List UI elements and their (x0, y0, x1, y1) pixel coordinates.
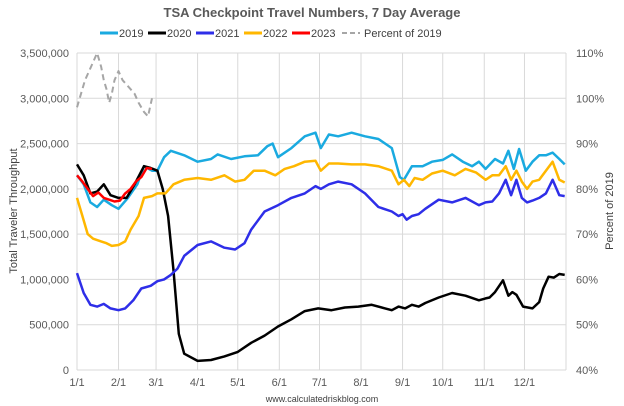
legend-label: 2020 (167, 28, 191, 40)
series-line-2023 (76, 166, 153, 203)
chart-title: TSA Checkpoint Travel Numbers, 7 Day Ave… (164, 5, 461, 20)
y2-tick-label: 110% (576, 48, 604, 60)
series-line-percent-of-2019 (76, 52, 153, 118)
x-tick-label: 6/1 (272, 377, 287, 389)
y-tick-label: 500,000 (29, 320, 69, 332)
x-tick-label: 4/1 (190, 377, 205, 389)
series-line-2021 (75, 178, 565, 312)
y-axis-left: 0 500,000 1,000,000 1,500,000 2,000,000 2,500… (20, 48, 69, 377)
y-axis-right: 40% 50% 60% 70% 80% 90% 100% 110% (576, 48, 604, 377)
legend: 2019 2020 2021 2022 2023 Percent of 2019 (100, 28, 442, 40)
series-line-2020 (75, 163, 565, 363)
y-tick-label: 2,500,000 (20, 139, 69, 151)
y-tick-label: 1,000,000 (20, 274, 69, 286)
credit-text: www.calculatedriskblog.com (265, 394, 379, 404)
y-tick-label: 1,500,000 (20, 229, 69, 241)
x-tick-label: 8/1 (353, 377, 368, 389)
y-axis-title: Total Traveler Throughput (8, 148, 20, 273)
legend-label: 2022 (263, 28, 287, 40)
grid (76, 52, 567, 371)
x-tick-label: 7/1 (312, 377, 327, 389)
y2-axis-title: Percent of 2019 (604, 172, 616, 250)
x-tick-label: 2/1 (111, 377, 126, 389)
y2-tick-label: 50% (576, 320, 598, 332)
x-tick-label: 3/1 (148, 377, 163, 389)
x-tick-label: 12/1 (514, 377, 535, 389)
y2-tick-label: 60% (576, 274, 598, 286)
x-tick-label: 1/1 (69, 377, 84, 389)
x-tick-label: 11/1 (474, 377, 495, 389)
y-tick-label: 0 (63, 365, 69, 377)
y-tick-label: 3,000,000 (20, 93, 69, 105)
x-tick-label: 10/1 (432, 377, 453, 389)
y-tick-label: 3,500,000 (20, 48, 69, 60)
series-line-2022 (75, 159, 566, 248)
y2-tick-label: 80% (576, 184, 598, 196)
legend-label: 2021 (215, 28, 239, 40)
y2-tick-label: 40% (576, 365, 598, 377)
legend-label: 2019 (119, 28, 143, 40)
x-tick-label: 9/1 (395, 377, 410, 389)
legend-label: 2023 (311, 28, 335, 40)
x-axis: 1/1 2/1 3/1 4/1 5/1 6/1 7/1 8/1 9/1 10/1 11/1 12/1 (69, 377, 535, 389)
y2-tick-label: 90% (576, 139, 598, 151)
x-tick-label: 5/1 (230, 377, 245, 389)
legend-label: Percent of 2019 (364, 28, 442, 40)
series-layer (75, 52, 566, 363)
y2-tick-label: 100% (576, 93, 604, 105)
y-tick-label: 2,000,000 (20, 184, 69, 196)
y2-tick-label: 70% (576, 229, 598, 241)
